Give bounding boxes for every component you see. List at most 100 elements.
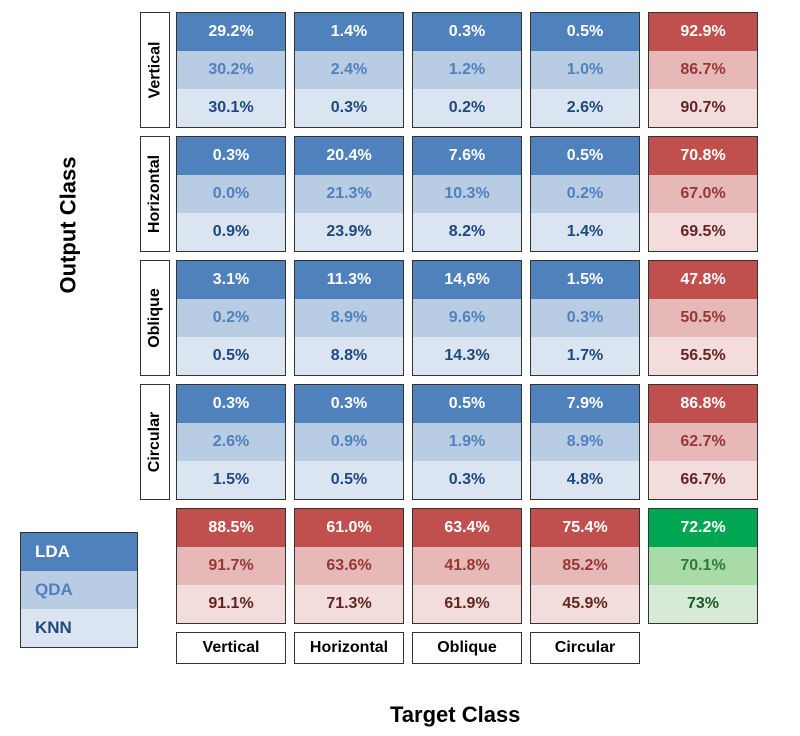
- matrix-cell: 1.5%0.3%1.7%: [530, 260, 640, 376]
- value-cell: 1.7%: [531, 337, 639, 375]
- column-summary-cell: 88.5%91.7%91.1%: [176, 508, 286, 624]
- column-header: Oblique: [412, 632, 522, 664]
- legend-item: QDA: [21, 571, 137, 609]
- value-cell: 1.5%: [177, 461, 285, 499]
- matrix-cell: 0.3%2.6%1.5%: [176, 384, 286, 500]
- value-cell: 72.2%: [649, 509, 757, 547]
- value-cell: 8.9%: [295, 299, 403, 337]
- value-cell: 20.4%: [295, 137, 403, 175]
- matrix-cell: 1.4%2.4%0.3%: [294, 12, 404, 128]
- legend-item: LDA: [21, 533, 137, 571]
- value-cell: 41.8%: [413, 547, 521, 585]
- value-cell: 91.1%: [177, 585, 285, 623]
- value-cell: 30.1%: [177, 89, 285, 127]
- value-cell: 0.5%: [531, 13, 639, 51]
- value-cell: 0.5%: [531, 137, 639, 175]
- matrix-row: Circular0.3%2.6%1.5%0.3%0.9%0.5%0.5%1.9%…: [140, 384, 790, 500]
- value-cell: 1.4%: [531, 213, 639, 251]
- value-cell: 0.9%: [177, 213, 285, 251]
- value-cell: 2.6%: [177, 423, 285, 461]
- value-cell: 63.6%: [295, 547, 403, 585]
- matrix-cell: 0.3%0.0%0.9%: [176, 136, 286, 252]
- matrix-cell: 0.3%1.2%0.2%: [412, 12, 522, 128]
- value-cell: 0.3%: [295, 89, 403, 127]
- value-cell: 66.7%: [649, 461, 757, 499]
- value-cell: 0.2%: [531, 175, 639, 213]
- value-cell: 70.8%: [649, 137, 757, 175]
- row-header: Circular: [140, 384, 170, 500]
- matrix-cell: 3.1%0.2%0.5%: [176, 260, 286, 376]
- row-summary-cell: 92.9%86.7%90.7%: [648, 12, 758, 128]
- value-cell: 21.3%: [295, 175, 403, 213]
- value-cell: 0.3%: [295, 385, 403, 423]
- legend-item: KNN: [21, 609, 137, 647]
- x-axis-label: Target Class: [390, 702, 520, 728]
- value-cell: 88.5%: [177, 509, 285, 547]
- value-cell: 0.5%: [413, 385, 521, 423]
- value-cell: 0.2%: [413, 89, 521, 127]
- column-summary-row: 88.5%91.7%91.1%61.0%63.6%71.3%63.4%41.8%…: [140, 508, 790, 624]
- value-cell: 30.2%: [177, 51, 285, 89]
- value-cell: 0.3%: [413, 13, 521, 51]
- column-summary-cell: 61.0%63.6%71.3%: [294, 508, 404, 624]
- matrix-cell: 0.3%0.9%0.5%: [294, 384, 404, 500]
- value-cell: 45.9%: [531, 585, 639, 623]
- overall-accuracy-cell: 72.2%70.1%73%: [648, 508, 758, 624]
- column-header: Circular: [530, 632, 640, 664]
- matrix-row: Vertical29.2%30.2%30.1%1.4%2.4%0.3%0.3%1…: [140, 12, 790, 128]
- column-summary-cell: 75.4%85.2%45.9%: [530, 508, 640, 624]
- value-cell: 7.6%: [413, 137, 521, 175]
- value-cell: 2.4%: [295, 51, 403, 89]
- matrix-cell: 0.5%1.9%0.3%: [412, 384, 522, 500]
- value-cell: 0.5%: [177, 337, 285, 375]
- value-cell: 0.3%: [531, 299, 639, 337]
- value-cell: 86.8%: [649, 385, 757, 423]
- value-cell: 70.1%: [649, 547, 757, 585]
- value-cell: 4.8%: [531, 461, 639, 499]
- value-cell: 1.2%: [413, 51, 521, 89]
- value-cell: 61.9%: [413, 585, 521, 623]
- value-cell: 0.5%: [295, 461, 403, 499]
- method-legend: LDAQDAKNN: [20, 532, 138, 648]
- value-cell: 47.8%: [649, 261, 757, 299]
- value-cell: 0.3%: [177, 137, 285, 175]
- value-cell: 1.9%: [413, 423, 521, 461]
- value-cell: 1.0%: [531, 51, 639, 89]
- value-cell: 90.7%: [649, 89, 757, 127]
- row-summary-cell: 47.8%50.5%56.5%: [648, 260, 758, 376]
- row-header: Oblique: [140, 260, 170, 376]
- matrix-cell: 0.5%1.0%2.6%: [530, 12, 640, 128]
- matrix-cell: 20.4%21.3%23.9%: [294, 136, 404, 252]
- value-cell: 0.3%: [413, 461, 521, 499]
- row-summary-cell: 70.8%67.0%69.5%: [648, 136, 758, 252]
- value-cell: 50.5%: [649, 299, 757, 337]
- row-summary-cell: 86.8%62.7%66.7%: [648, 384, 758, 500]
- value-cell: 8.2%: [413, 213, 521, 251]
- row-header: Horizontal: [140, 136, 170, 252]
- value-cell: 0.2%: [177, 299, 285, 337]
- value-cell: 7.9%: [531, 385, 639, 423]
- value-cell: 3.1%: [177, 261, 285, 299]
- value-cell: 23.9%: [295, 213, 403, 251]
- value-cell: 61.0%: [295, 509, 403, 547]
- value-cell: 2.6%: [531, 89, 639, 127]
- value-cell: 75.4%: [531, 509, 639, 547]
- value-cell: 29.2%: [177, 13, 285, 51]
- value-cell: 14.3%: [413, 337, 521, 375]
- value-cell: 71.3%: [295, 585, 403, 623]
- matrix-row: Horizontal0.3%0.0%0.9%20.4%21.3%23.9%7.6…: [140, 136, 790, 252]
- y-axis-label: Output Class: [55, 157, 81, 294]
- value-cell: 86.7%: [649, 51, 757, 89]
- value-cell: 8.9%: [531, 423, 639, 461]
- matrix-cell: 29.2%30.2%30.1%: [176, 12, 286, 128]
- value-cell: 69.5%: [649, 213, 757, 251]
- value-cell: 11.3%: [295, 261, 403, 299]
- value-cell: 62.7%: [649, 423, 757, 461]
- column-headers: VerticalHorizontalObliqueCircular: [176, 632, 790, 664]
- column-header: Horizontal: [294, 632, 404, 664]
- value-cell: 14,6%: [413, 261, 521, 299]
- matrix-cell: 0.5%0.2%1.4%: [530, 136, 640, 252]
- matrix-cell: 7.6%10.3%8.2%: [412, 136, 522, 252]
- matrix-row: Oblique3.1%0.2%0.5%11.3%8.9%8.8%14,6%9.6…: [140, 260, 790, 376]
- value-cell: 63.4%: [413, 509, 521, 547]
